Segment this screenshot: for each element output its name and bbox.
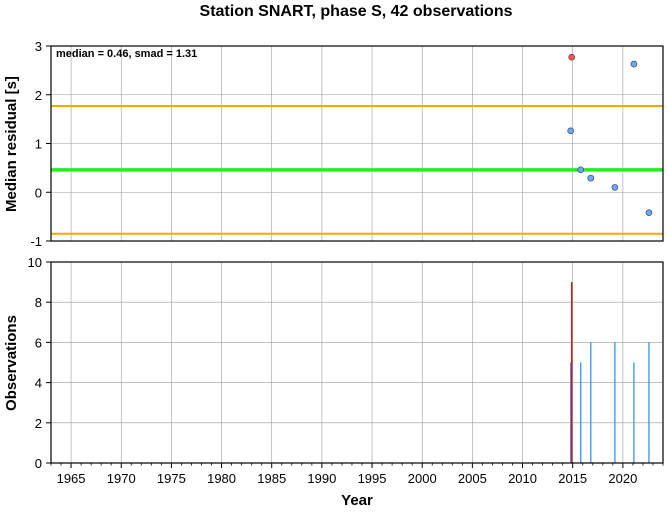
residual-point [645, 209, 653, 217]
observations-panel: 0 2 4 6 8 10 1965 1970 1975 1980 1985 1990 1995 2000… [3, 255, 664, 509]
residual-panel: -1 0 1 2 3 median = 0.46, smad = 1.31 Median… [3, 39, 664, 249]
x-tick-label: 1975 [157, 471, 186, 486]
y-tick-label: 1 [35, 137, 42, 152]
residual-point [587, 174, 595, 182]
y-tick-label: 0 [35, 456, 42, 471]
x-tick-label: 2000 [408, 471, 437, 486]
smad-bounds [51, 104, 663, 235]
y-tick-label: 2 [35, 416, 42, 431]
x-tick-label: 2015 [558, 471, 587, 486]
chart-title: Station SNART, phase S, 42 observations [200, 3, 513, 20]
x-tick-label: 1990 [307, 471, 336, 486]
year-x-axis-label: Year [341, 492, 373, 509]
observation-bars [569, 282, 650, 463]
x-tick-label: 2020 [608, 471, 637, 486]
residual-points [567, 53, 653, 217]
observations-y-ticks: 0 2 4 6 8 10 [28, 255, 51, 471]
x-tick-label: 1980 [207, 471, 236, 486]
x-tick-label: 2005 [458, 471, 487, 486]
observations-y-axis-label: Observations [3, 315, 20, 411]
residual-y-axis-label: Median residual [s] [3, 76, 20, 212]
outlier-point [568, 53, 576, 61]
y-tick-label: 6 [35, 335, 42, 350]
median-smad-annotation: median = 0.46, smad = 1.31 [56, 48, 197, 60]
y-tick-label: -1 [30, 234, 42, 249]
y-tick-label: 10 [28, 255, 42, 270]
y-tick-label: 0 [35, 185, 42, 200]
x-tick-label: 1985 [257, 471, 286, 486]
residual-point [630, 60, 638, 68]
x-tick-label: 2010 [508, 471, 537, 486]
residual-y-ticks: -1 0 1 2 3 [30, 39, 51, 249]
residual-point [567, 127, 574, 135]
observations-frame [50, 261, 664, 464]
y-tick-label: 3 [35, 39, 42, 54]
y-tick-label: 8 [35, 295, 42, 310]
residual-point [611, 184, 619, 191]
residual-grid [51, 45, 663, 242]
x-tick-label: 1970 [107, 471, 136, 486]
year-x-ticks: 1965 1970 1975 1980 1985 1990 1995 2000 2005 2010… [50, 463, 664, 486]
x-tick-label: 1965 [57, 471, 86, 486]
x-tick-label: 1995 [358, 471, 387, 486]
y-tick-label: 4 [35, 376, 42, 391]
residual-point [577, 166, 585, 174]
y-tick-label: 2 [35, 88, 42, 103]
